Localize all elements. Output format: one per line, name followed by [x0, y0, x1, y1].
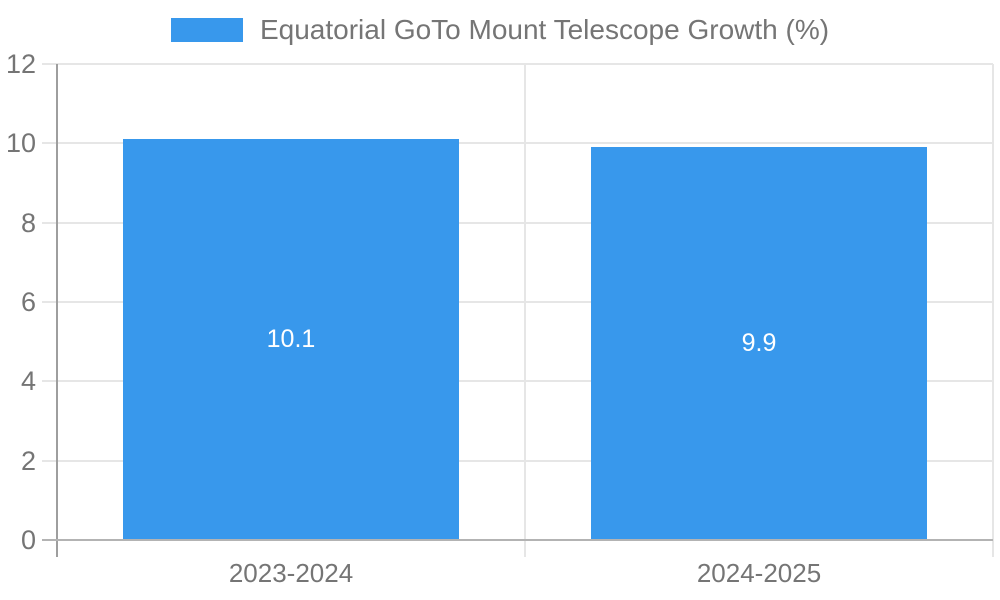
gridline [42, 301, 993, 303]
x-axis-baseline [42, 539, 993, 541]
gridline [42, 380, 993, 383]
gridline [42, 459, 993, 462]
y-tick-label: 10 [5, 128, 36, 159]
plot-right-border [992, 64, 994, 557]
y-tick-label: 4 [20, 366, 36, 397]
bar-value-label: 9.9 [741, 329, 777, 358]
x-tick-label: 2023-2024 [228, 558, 354, 588]
gridline [42, 142, 993, 145]
y-tick-label: 8 [20, 207, 36, 238]
chart-legend[interactable]: Equatorial GoTo Mount Telescope Growth (… [0, 14, 1000, 46]
bar[interactable]: 10.1 [122, 139, 460, 540]
legend-label: Equatorial GoTo Mount Telescope Growth (… [259, 14, 830, 45]
category-divider [524, 64, 526, 557]
y-tick-label: 12 [5, 49, 36, 79]
y-tick-label: 2 [20, 445, 36, 476]
x-tick-label: 2024-2025 [696, 558, 822, 588]
gridline [42, 221, 993, 224]
y-axis-line [56, 64, 58, 557]
bar-value-label: 10.1 [266, 325, 316, 354]
y-tick-label: 0 [20, 525, 36, 555]
gridline [42, 63, 993, 65]
y-tick-label: 6 [20, 287, 36, 317]
legend-swatch [170, 18, 243, 42]
bar[interactable]: 9.9 [590, 147, 928, 540]
